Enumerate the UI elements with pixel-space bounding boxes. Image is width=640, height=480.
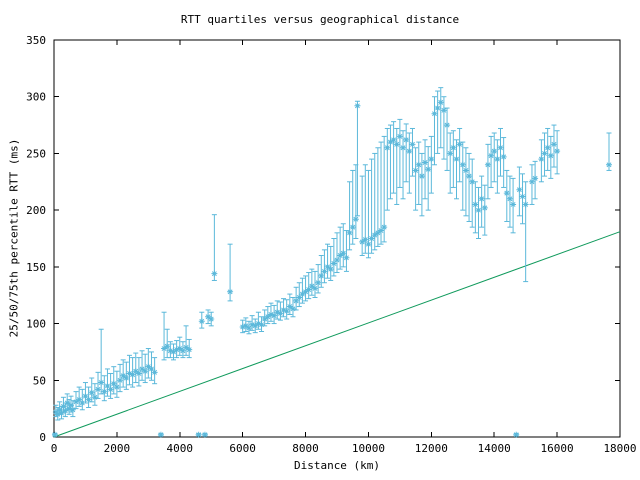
chart-title: RTT quartiles versus geographical distan…: [180, 13, 460, 26]
svg-text:50: 50: [33, 374, 46, 387]
svg-text:18000: 18000: [603, 442, 636, 455]
svg-text:300: 300: [26, 91, 46, 104]
svg-text:16000: 16000: [541, 442, 574, 455]
svg-text:200: 200: [26, 204, 46, 217]
svg-text:350: 350: [26, 34, 46, 47]
svg-text:250: 250: [26, 147, 46, 160]
svg-text:14000: 14000: [478, 442, 511, 455]
svg-text:0: 0: [39, 431, 46, 444]
svg-text:8000: 8000: [292, 442, 319, 455]
svg-text:6000: 6000: [229, 442, 256, 455]
svg-text:4000: 4000: [167, 442, 194, 455]
svg-text:150: 150: [26, 261, 46, 274]
svg-text:2000: 2000: [104, 442, 131, 455]
svg-text:100: 100: [26, 318, 46, 331]
svg-text:0: 0: [51, 442, 58, 455]
svg-text:10000: 10000: [352, 442, 385, 455]
x-axis-label: Distance (km): [293, 459, 381, 472]
svg-text:12000: 12000: [415, 442, 448, 455]
